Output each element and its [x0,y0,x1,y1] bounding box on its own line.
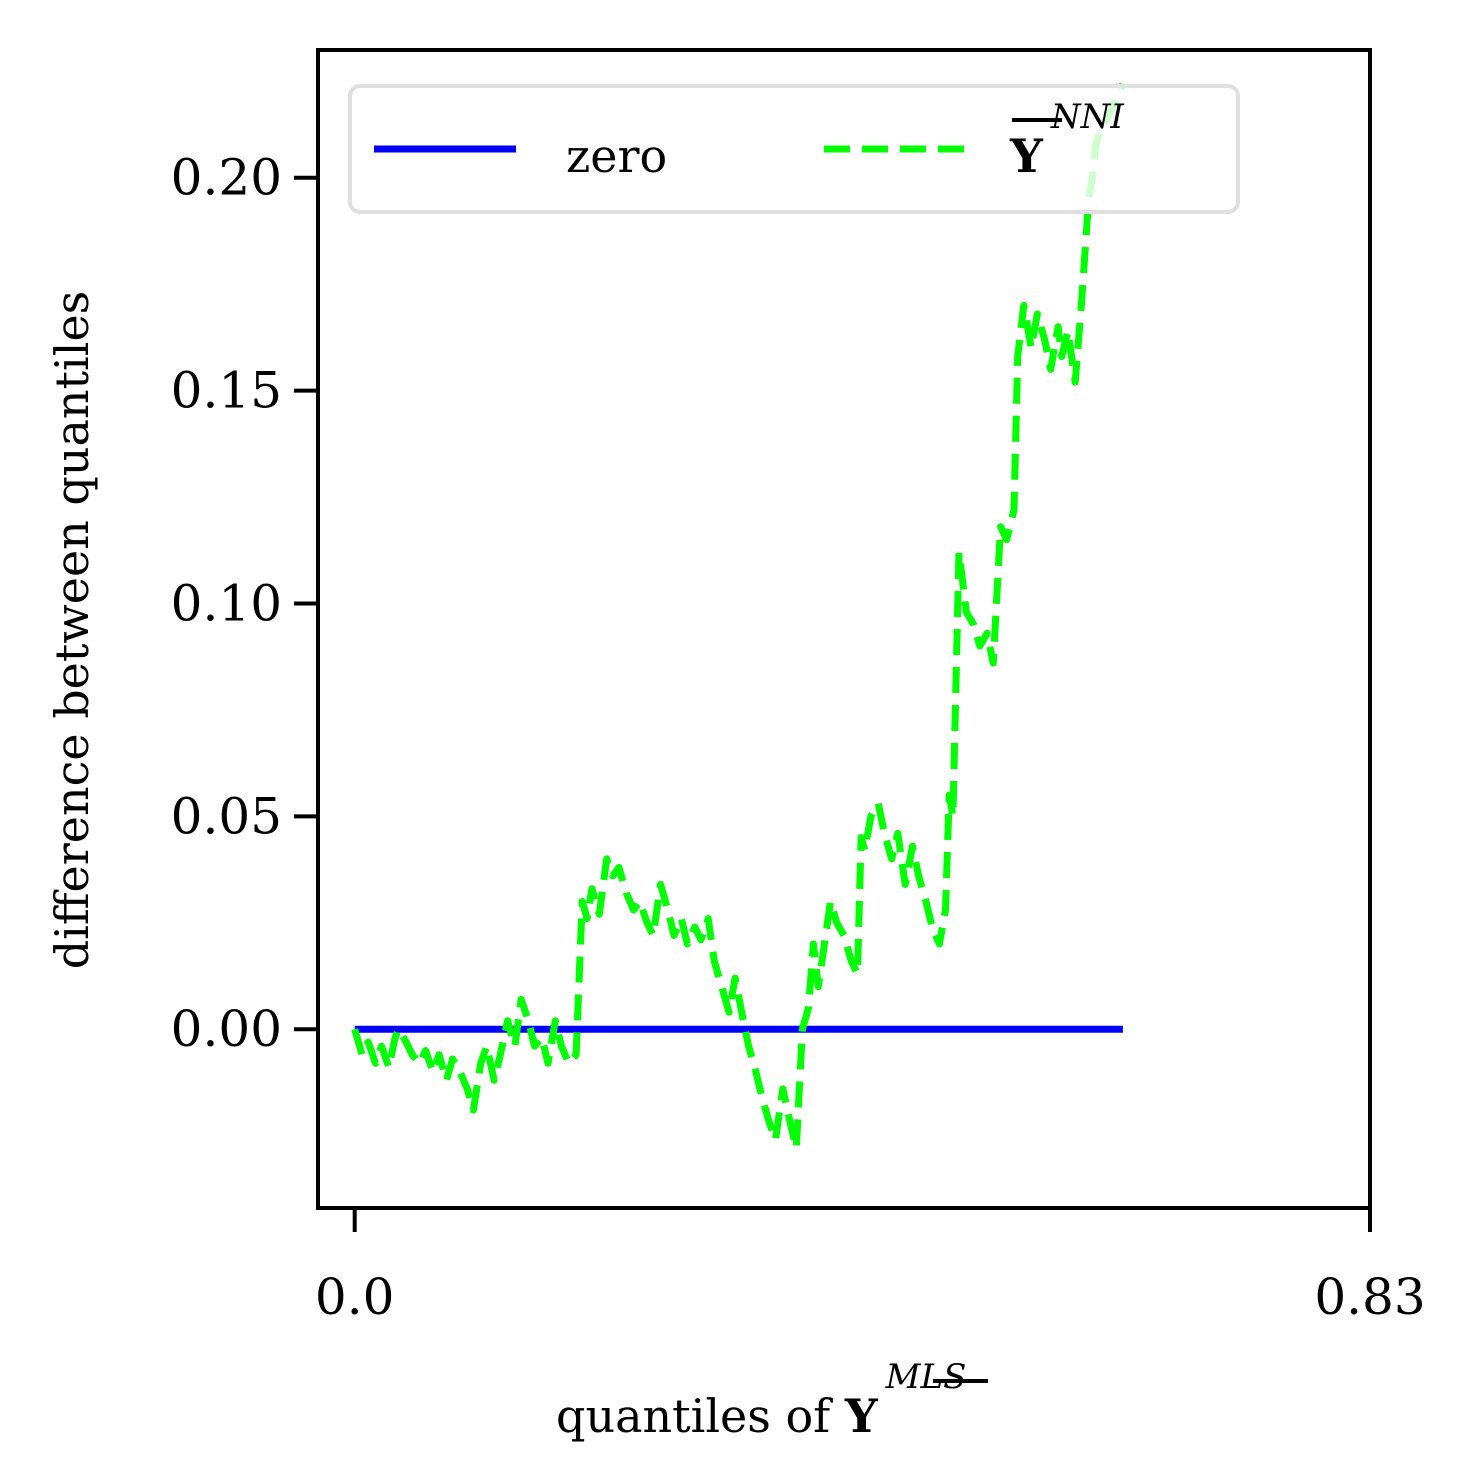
x-tick-label: 0.0 [315,1268,395,1326]
legend: zero YNNI [348,84,1240,214]
y-tick-label: 0.10 [171,574,282,632]
legend-label-nni-superscript: NNI [1050,97,1125,137]
y-tick-label: 0.20 [171,149,282,207]
legend-label-zero: zero [566,129,667,183]
series-layer [351,82,1127,1152]
y-tick-label: 0.00 [171,1000,282,1058]
y-tick-label: 0.05 [171,787,282,845]
legend-label-nni-symbol: Y [1009,129,1044,183]
y-axis: 0.00 0.05 0.10 0.15 0.20 [171,149,318,1058]
series-line-nni [351,82,1127,1152]
x-axis-title-prefix: quantiles of [556,1389,845,1443]
x-axis-title-superscript: MLS [885,1357,967,1397]
legend-frame [348,84,1240,214]
y-axis-title: difference between quantiles [45,291,99,970]
x-tick-label: 0.83 [1314,1268,1425,1326]
legend-label-nni: YNNI [1009,97,1124,183]
x-axis: 0.0 0.83 [315,1208,1426,1326]
x-axis-title: quantiles of YMLS [556,1357,966,1443]
x-axis-title-symbol: Y [844,1389,879,1443]
plot-area [316,48,1372,1210]
y-tick-label: 0.15 [171,362,282,420]
